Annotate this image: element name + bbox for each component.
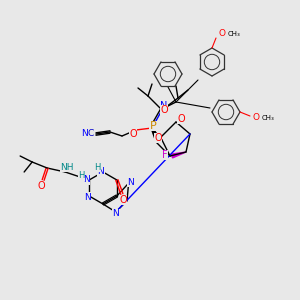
Text: N: N [83, 176, 89, 184]
Text: O: O [218, 29, 226, 38]
Text: H: H [94, 163, 100, 172]
Text: CH₃: CH₃ [262, 115, 275, 121]
Text: N: N [84, 193, 91, 202]
Text: O: O [129, 129, 137, 139]
Text: H: H [78, 172, 84, 181]
Text: O: O [154, 133, 162, 143]
Text: N: N [112, 209, 119, 218]
Text: NH: NH [60, 163, 74, 172]
Text: O: O [253, 113, 260, 122]
Text: N: N [160, 101, 168, 111]
Text: O: O [119, 195, 127, 205]
Polygon shape [172, 152, 186, 158]
Text: O: O [37, 181, 45, 191]
Polygon shape [150, 124, 156, 142]
Text: N: N [98, 167, 104, 176]
Text: C: C [88, 130, 94, 139]
Text: F: F [162, 150, 168, 160]
Text: N: N [81, 130, 87, 139]
Text: O: O [160, 105, 168, 115]
Text: P: P [150, 121, 156, 131]
Text: O: O [177, 114, 185, 124]
Text: N: N [127, 178, 134, 187]
Text: CH₃: CH₃ [228, 31, 241, 37]
